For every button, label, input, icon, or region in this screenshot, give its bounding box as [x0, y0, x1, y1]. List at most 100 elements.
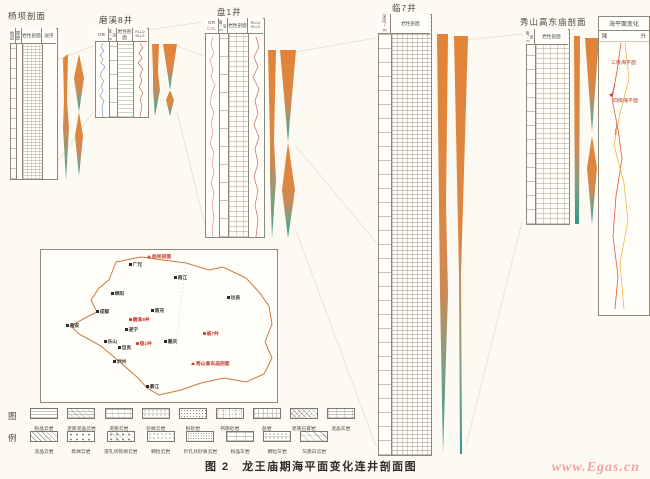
well-title: 临7井	[392, 3, 417, 13]
lithology-strip	[23, 29, 43, 179]
legend-item: 泥质泥晶云岩	[67, 406, 96, 432]
legend-item: 鲕粒灰岩	[263, 429, 292, 455]
header-depth: 深度/m	[219, 18, 228, 33]
map-label-city: 南充	[151, 307, 164, 314]
lithology-swatch	[289, 408, 318, 419]
legend-item: 针孔状砂屑云岩	[184, 429, 217, 455]
map-label-text: 绵阳	[114, 292, 125, 297]
header-rlld: RLLD	[250, 20, 261, 25]
header-lithology: 岩性剖面	[542, 33, 561, 39]
well-title: 磨溪8井	[99, 15, 134, 25]
header-resistivity: RLLD RLLS	[133, 28, 147, 41]
fall-label: 降	[602, 34, 608, 40]
map-label-text: 临7井	[206, 332, 219, 337]
map-label-text: 杨坝剖面	[152, 255, 172, 260]
map-label-city: 南江	[174, 274, 187, 281]
legend-item: 鲕粒云岩	[146, 429, 175, 455]
map-label-city: 乐山	[104, 338, 117, 345]
legend-title-char-2: 例	[8, 433, 17, 443]
gr-curve	[99, 42, 106, 117]
sea-level-spindles	[437, 34, 468, 454]
resistivity-strip	[249, 19, 264, 237]
header-gr: GR	[208, 20, 215, 26]
well-marker-icon	[136, 342, 139, 345]
legend-item: 泥质石膏岩	[289, 406, 318, 432]
lithology-strip	[118, 29, 134, 117]
legend-item: 盐岩	[252, 406, 281, 432]
strat-column	[526, 29, 570, 225]
map-label-section: 杨坝剖面	[147, 253, 171, 260]
lithology-swatch	[252, 408, 281, 419]
legend-item: 泥质云岩	[104, 406, 133, 432]
header-cal: CAL	[207, 25, 216, 31]
map-label-city: 绵阳	[111, 290, 124, 297]
lithology-swatch	[263, 431, 292, 442]
legend-label: 鲕粒云岩	[150, 449, 171, 455]
header-depth: 厚度/m	[526, 29, 535, 44]
gr-curve-strip	[96, 29, 110, 117]
map-label-well: 盘1井	[136, 340, 152, 347]
interior-boundary	[175, 262, 187, 351]
lithology-swatch	[146, 431, 175, 442]
basin-outline	[70, 256, 273, 396]
legend-label: 砂屑云岩	[146, 426, 166, 432]
map-label-text: 盘1井	[139, 342, 152, 347]
city-marker-icon	[111, 292, 114, 295]
well-title: 秀山高东庙剖面	[520, 17, 587, 27]
lithology-strip	[392, 15, 431, 455]
legend-row-2: 泥晶云岩 砾屑云岩 溶孔状砾屑云岩 鲕粒云岩 针孔状砂屑云岩 粉晶灰岩 鲕粒灰岩…	[30, 429, 337, 455]
legend-label: 泥晶云岩	[34, 449, 54, 455]
gr-cal-curve	[209, 36, 216, 237]
leader-line-fourth	[614, 122, 618, 136]
city-marker-icon	[125, 328, 128, 331]
column-header: 厚度/m 岩性剖面	[526, 29, 568, 45]
sea-level-spindles	[268, 50, 296, 238]
legend-item: 粉砂岩	[178, 406, 207, 432]
map-label-city: 綦江	[146, 383, 159, 390]
legend-item: 粉晶云岩	[30, 406, 58, 432]
fourth-order-curve	[613, 42, 630, 310]
column-header: 地层 厚度 岩性剖面 层序	[10, 28, 56, 44]
city-marker-icon	[227, 296, 230, 299]
legend-item: 砾屑云岩	[67, 429, 95, 455]
header-lithology: 岩性剖面	[401, 20, 420, 26]
map-label-text: 綦江	[149, 385, 160, 390]
map-label-city: 自贡	[118, 344, 131, 351]
lithology-swatch	[186, 431, 215, 442]
sea-level-curves	[609, 42, 630, 310]
map-label-text: 广元	[132, 263, 143, 268]
header-strat: 地层	[10, 28, 16, 43]
map-label-city: 雅安	[66, 322, 79, 329]
map-label-text: 秀山高东庙剖面	[196, 362, 230, 367]
header-lithology: 岩性剖面	[22, 28, 42, 43]
lithology-strip	[229, 19, 249, 237]
sea-level-spindles	[152, 44, 177, 116]
header-gr-cal: GR CAL	[205, 18, 219, 33]
legend-label: 砾屑云岩	[71, 449, 91, 455]
basin-outline-map	[70, 256, 273, 396]
legend: 图 例 粉晶云岩 泥质泥晶云岩 泥质云岩 砂屑云岩 粉砂岩 钙质砂岩 盐岩 泥质…	[4, 404, 464, 456]
lithology-swatch	[326, 408, 355, 419]
legend-label: 钙质砂岩	[220, 426, 240, 432]
strat-strip	[11, 29, 17, 179]
figure-caption: 图 2 龙王庙期海平面变化连井剖面图	[205, 461, 418, 473]
lithology-swatch	[30, 431, 58, 442]
sea-level-panel: 海平面变化 降 升 三级海平面 四级海平面	[598, 16, 650, 316]
map-label-city: 遂宁	[125, 326, 138, 333]
thickness-strip	[17, 29, 23, 179]
legend-label: 粉砂岩	[185, 426, 200, 432]
legend-label: 灰质白云岩	[302, 449, 327, 455]
legend-item: 砂屑云岩	[141, 406, 170, 432]
header-thickness: 厚度	[16, 28, 22, 43]
sea-panel-title: 海平面变化	[599, 17, 649, 31]
map-label-text: 成都	[99, 310, 110, 315]
column-header: GR CAL 深度/m 岩性剖面 RLLD RLLS	[205, 18, 263, 34]
third-order-curve	[611, 42, 623, 310]
depth-strip	[110, 29, 118, 117]
resistivity-curve	[252, 36, 260, 237]
header-resistivity: RLLD RLLS	[248, 18, 263, 33]
map-label-city: 达县	[227, 294, 240, 301]
map-label-text: 达县	[230, 296, 241, 301]
depth-strip	[527, 30, 536, 224]
map-label-text: 重庆	[167, 340, 178, 345]
